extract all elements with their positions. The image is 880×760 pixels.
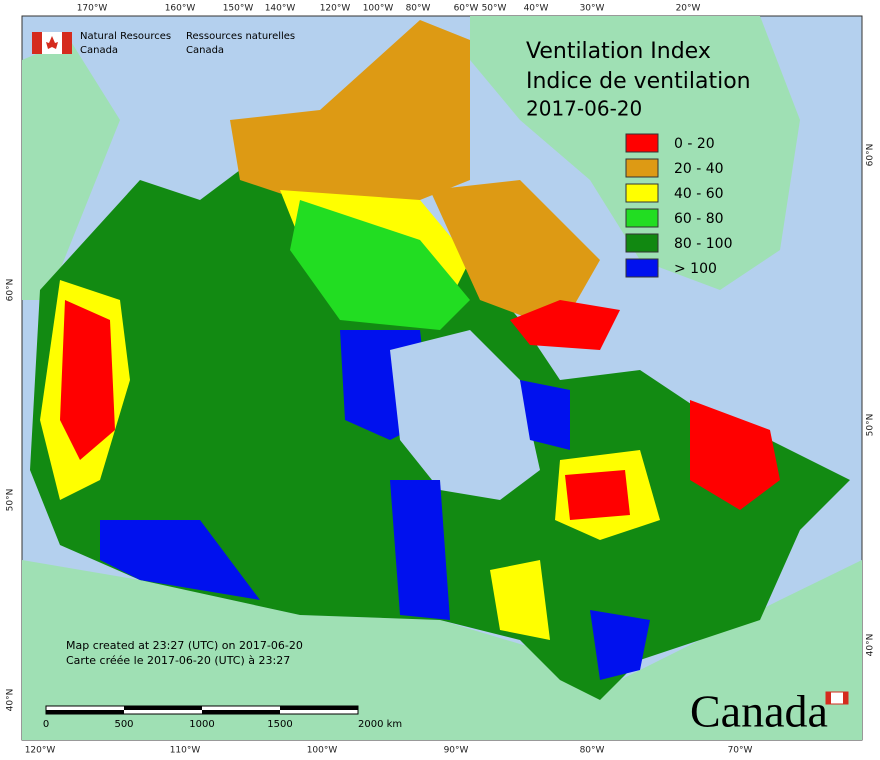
graticule-label: 80°W xyxy=(580,746,605,756)
map-date: 2017-06-20 xyxy=(526,97,642,121)
legend-swatch xyxy=(625,258,659,278)
zone-blue-ontario xyxy=(590,610,650,680)
graticule-label: 60°N xyxy=(866,144,876,167)
graticule-label: 90°W xyxy=(444,746,469,756)
graticule-label: 70°W xyxy=(728,746,753,756)
legend-label: 20 - 40 xyxy=(674,161,724,177)
graticule-label: 170°W xyxy=(77,4,108,14)
graticule-label: 40°W xyxy=(524,4,549,14)
legend-swatch xyxy=(625,183,659,203)
baffin-red xyxy=(510,300,620,350)
graticule-label: 40°N xyxy=(6,689,16,712)
zone-red-quebec xyxy=(565,470,630,520)
scale-label: 2000 km xyxy=(358,719,402,730)
scale-label: 500 xyxy=(114,719,133,730)
legend-label: 60 - 80 xyxy=(674,211,724,227)
graticule-label: 120°W xyxy=(320,4,351,14)
legend-swatch xyxy=(625,208,659,228)
legend-label: > 100 xyxy=(674,261,717,277)
zone-blue-prairie xyxy=(390,480,450,620)
org-name: Ressources naturelles xyxy=(186,31,295,42)
scale-segment xyxy=(124,706,202,710)
graticule-label: 150°W xyxy=(223,4,254,14)
graticule-label: 30°W xyxy=(580,4,605,14)
map-title: Ventilation Index xyxy=(526,39,711,64)
graticule-label: 80°W xyxy=(406,4,431,14)
graticule-label: 60°W xyxy=(454,4,479,14)
org-name: Canada xyxy=(186,45,224,56)
baffin xyxy=(430,180,600,330)
graticule-label: 100°W xyxy=(307,746,338,756)
scale-segment xyxy=(46,710,124,714)
zone-yellow-ontario xyxy=(490,560,550,640)
legend-swatch xyxy=(625,233,659,253)
graticule-label: 160°W xyxy=(165,4,196,14)
flag-leaf xyxy=(46,36,58,49)
graticule-label: 120°W xyxy=(25,746,56,756)
zone-green-north xyxy=(290,200,470,330)
alaska xyxy=(22,40,120,300)
hudson-bay xyxy=(390,330,540,500)
map-title: Indice de ventilation xyxy=(526,69,751,94)
org-name: Canada xyxy=(80,45,118,56)
legend-label: 80 - 100 xyxy=(674,236,733,252)
graticule-label: 50°W xyxy=(482,4,507,14)
wordmark-flag xyxy=(826,692,831,704)
org-name: Natural Resources xyxy=(80,31,171,42)
graticule-label: 50°N xyxy=(6,489,16,512)
zone-red-labrador xyxy=(690,400,780,510)
flag-bar xyxy=(62,32,72,54)
legend-swatch xyxy=(625,133,659,153)
graticule-label: 40°N xyxy=(866,634,876,657)
scale-label: 1000 xyxy=(189,719,214,730)
zone-blue-quebec xyxy=(520,380,570,450)
flag-bar xyxy=(32,32,42,54)
scale-segment xyxy=(202,710,280,714)
greenland xyxy=(470,16,800,290)
usa xyxy=(22,560,862,740)
graticule-label: 50°N xyxy=(866,414,876,437)
zone-blue-south-west xyxy=(100,520,260,600)
wordmark: Canada xyxy=(690,686,828,737)
zone-red-west xyxy=(60,300,115,460)
arctic-islands xyxy=(230,20,470,200)
graticule-label: 20°W xyxy=(676,4,701,14)
graticule-label: 60°N xyxy=(6,279,16,302)
scale-label: 0 xyxy=(43,719,49,730)
credit: Carte créée le 2017-06-20 (UTC) à 23:27 xyxy=(66,654,290,667)
scale-label: 1500 xyxy=(267,719,292,730)
graticule-label: 110°W xyxy=(170,746,201,756)
credit: Map created at 23:27 (UTC) on 2017-06-20 xyxy=(66,639,303,652)
legend-label: 40 - 60 xyxy=(674,186,724,202)
graticule-label: 140°W xyxy=(265,4,296,14)
legend-label: 0 - 20 xyxy=(674,136,715,152)
scale-segment xyxy=(280,706,358,710)
legend-swatch xyxy=(625,158,659,178)
graticule-label: 100°W xyxy=(363,4,394,14)
wordmark-flag xyxy=(843,692,848,704)
